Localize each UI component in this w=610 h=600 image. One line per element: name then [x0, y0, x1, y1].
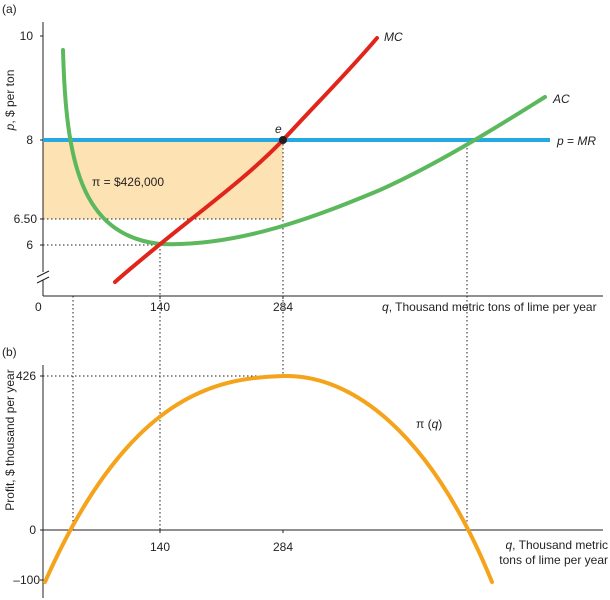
panel-a-xlabel-rest: , Thousand metric tons of lime per year — [389, 300, 597, 314]
panel-b-xlabel-line2: tons of lime per year — [499, 553, 608, 567]
xtick-284: 284 — [273, 300, 293, 314]
panel-a-xlabel: q, Thousand metric tons of lime per year — [382, 300, 597, 314]
profit-curve-label-q: q — [432, 417, 439, 431]
series-mc-curve — [113, 36, 379, 284]
panel-a-tag: (a) — [2, 2, 17, 16]
xtick-140: 140 — [150, 300, 170, 314]
ytick-650: 6.50 — [14, 212, 38, 226]
ytick-6: 6 — [26, 238, 33, 252]
series-ac-curve — [61, 48, 547, 247]
mc-label: MC — [384, 30, 403, 44]
panel-b-xlabel-rest: , Thousand metric — [512, 538, 608, 552]
profit-curve-label: π (q) — [416, 417, 442, 431]
equilibrium-point — [279, 136, 287, 144]
axis-break-mark-1 — [36, 270, 50, 278]
p-mr-label-mr: MR — [577, 134, 596, 148]
equilibrium-label: e — [275, 122, 282, 136]
ytick-8: 8 — [26, 133, 33, 147]
ac-label: AC — [552, 92, 570, 106]
p-mr-label-p: p — [556, 134, 564, 148]
panel-b-xlabel-q: q — [505, 538, 512, 552]
ytick-m100: –100 — [13, 573, 40, 587]
p-mr-label: p = MR — [556, 134, 596, 148]
ytick-10: 10 — [20, 29, 34, 43]
profit-label: π = $426,000 — [92, 175, 164, 189]
panel-b-ylabel: Profit, $ thousand per year — [3, 369, 17, 510]
series-profit-curve — [43, 373, 494, 584]
panel-a-ylabel: p, $ per ton — [3, 70, 17, 132]
xtick-b-284: 284 — [273, 540, 293, 554]
profit-curve-label-post: ) — [438, 417, 442, 431]
profit-curve-label-pre: π ( — [416, 417, 432, 431]
panel-b-xlabel-line1: q, Thousand metric — [505, 538, 608, 552]
p-mr-label-eq: = — [564, 134, 578, 148]
axis-break-mark-2 — [36, 276, 50, 284]
ytick-0: 0 — [29, 523, 36, 537]
xtick-b-140: 140 — [150, 540, 170, 554]
panel-a-origin: 0 — [35, 300, 42, 314]
ytick-426: 426 — [16, 369, 36, 383]
guide-lines — [43, 140, 468, 530]
panel-b-tag: (b) — [2, 345, 17, 359]
panel-a-xlabel-q: q — [382, 300, 389, 314]
